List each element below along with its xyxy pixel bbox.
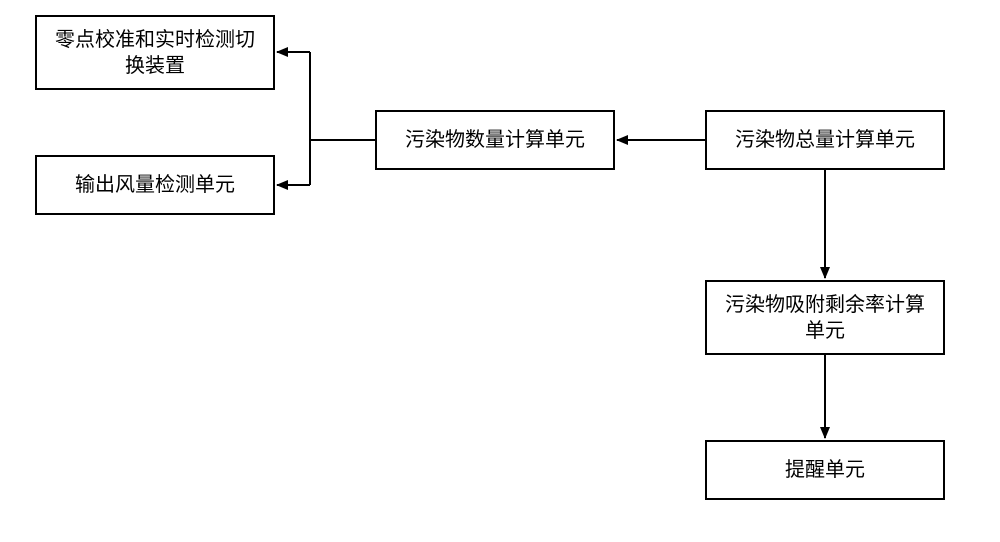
node-pollutant-total: 污染物总量计算单元 (705, 110, 945, 170)
node-zero-calibration: 零点校准和实时检测切换装置 (35, 15, 275, 90)
node-reminder: 提醒单元 (705, 440, 945, 500)
node-label: 污染物总量计算单元 (735, 127, 915, 153)
node-label: 输出风量检测单元 (75, 172, 235, 198)
node-label: 污染物数量计算单元 (405, 127, 585, 153)
node-label: 零点校准和实时检测切换装置 (55, 27, 255, 79)
node-pollutant-count: 污染物数量计算单元 (375, 110, 615, 170)
node-airflow-detection: 输出风量检测单元 (35, 155, 275, 215)
node-label: 提醒单元 (785, 457, 865, 483)
node-label: 污染物吸附剩余率计算单元 (725, 292, 925, 344)
node-adsorption-rate: 污染物吸附剩余率计算单元 (705, 280, 945, 355)
